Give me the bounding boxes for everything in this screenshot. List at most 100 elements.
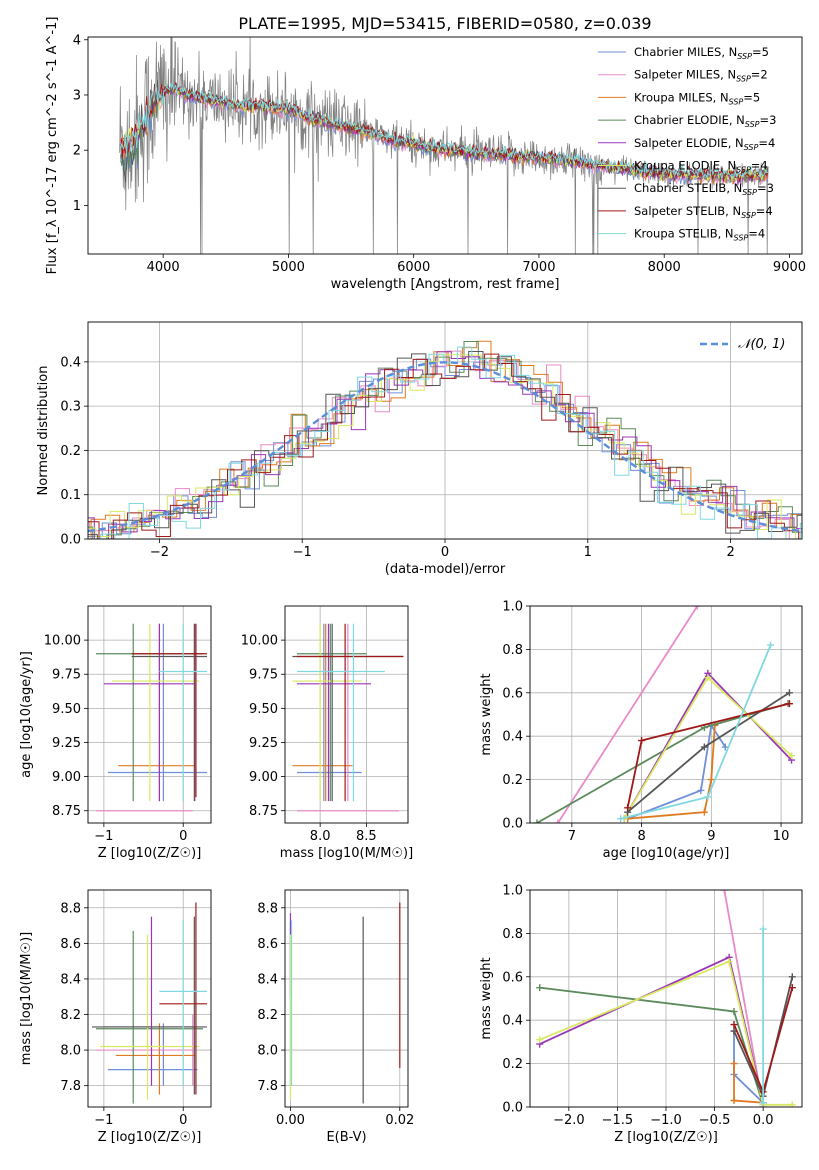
weight-line [539, 960, 793, 1106]
y-tick-label: 8.0 [257, 1044, 278, 1059]
histogram-line [88, 341, 802, 539]
y-tick-label: 9.50 [249, 702, 278, 717]
x-axis-label: Z [log10(Z/Z☉)] [98, 1130, 202, 1145]
legend-label: Salpeter ELODIE, NSSP=4 [634, 136, 775, 152]
Z-weight-plot-area [536, 890, 796, 1107]
y-tick-label: 0.3 [60, 400, 81, 415]
y-tick-label: 1.0 [502, 600, 523, 615]
y-tick-label: 8.75 [249, 804, 278, 819]
weight-marker [617, 815, 625, 823]
y-tick-label: 8.6 [257, 937, 278, 952]
y-tick-label: 7.8 [257, 1079, 278, 1094]
y-tick-label: 0.1 [60, 488, 81, 503]
x-tick-label: −1 [293, 545, 312, 560]
x-tick-label: 4000 [147, 260, 180, 275]
figure-title: PLATE=1995, MJD=53415, FIBERID=0580, z=0… [238, 14, 651, 33]
y-tick-label: 8.6 [60, 937, 81, 952]
weight-marker [788, 752, 796, 760]
y-tick-label: 9.25 [52, 736, 81, 751]
y-tick-label: 8.8 [60, 901, 81, 916]
residuals-legend: 𝒩(0, 1) [700, 337, 785, 352]
y-axis-label: age [log10(age/yr)] [19, 651, 34, 778]
y-tick-label: 7.8 [60, 1079, 81, 1094]
y-tick-label: 9.00 [249, 770, 278, 785]
normal-curve [88, 361, 802, 533]
weight-marker [730, 1060, 738, 1068]
weight-marker [536, 1036, 544, 1044]
x-tick-label: 8000 [648, 260, 681, 275]
weight-marker [704, 793, 712, 801]
weight-line [557, 606, 699, 823]
weight-line [539, 986, 764, 1106]
y-tick-label: 0.8 [502, 927, 523, 942]
weight-marker [693, 606, 701, 610]
plot-frame [87, 36, 803, 255]
y-tick-label: 0.2 [502, 773, 523, 788]
y-tick-label: 0.0 [502, 1101, 523, 1116]
histogram-line [88, 351, 802, 539]
x-tick-label: 1 [584, 545, 592, 560]
weight-line [539, 956, 764, 1103]
legend-label: Chabrier MILES, NSSP=5 [634, 45, 769, 61]
ebv-mass-panel: 0.00 0.02 7.8 8.0 8.2 8.4 8.6 8.8 E(B-V) [257, 889, 414, 1145]
weight-marker [720, 890, 728, 894]
y-tick-label: 0.0 [60, 533, 81, 548]
y-tick-label: 8.0 [60, 1044, 81, 1059]
y-axis-label: mass weight [479, 957, 494, 1039]
Z-weight-panel: −2.0 −1.5 −1.0 −0.5 0.0 0.0 0.2 0.4 0.6 0.8 1.0 Z [… [479, 884, 803, 1145]
y-tick-label: 9.25 [249, 736, 278, 751]
y-tick-label: 10.00 [241, 634, 278, 649]
histogram-line [88, 350, 802, 539]
x-tick-label: −1 [94, 829, 113, 844]
x-tick-label: 2 [726, 545, 734, 560]
x-tick-label: 7000 [522, 260, 555, 275]
spectrum-panel: 4000 5000 6000 7000 8000 9000 1 2 3 4 wavelength [… [45, 17, 806, 292]
weight-marker [700, 743, 708, 751]
y-tick-label: 9.75 [52, 668, 81, 683]
plot-frame [529, 605, 803, 824]
legend-label: Kroupa STELIB, NSSP=4 [634, 227, 765, 243]
histogram-line [88, 351, 802, 539]
x-tick-label: 0.02 [385, 1113, 414, 1128]
weight-marker [788, 1101, 796, 1107]
histogram-line [88, 346, 802, 539]
mass-age-panel: 8.0 8.5 8.75 9.00 9.25 9.50 9.75 10.00 mass [log… [241, 605, 413, 861]
y-tick-label: 8.75 [52, 804, 81, 819]
spectrum-legend: Chabrier MILES, NSSP=5 Salpeter MILES, NS… [598, 45, 776, 243]
weight-marker [697, 786, 705, 794]
x-tick-label: 10 [773, 829, 790, 844]
weight-marker [638, 737, 646, 745]
x-tick-label: 8.0 [310, 829, 331, 844]
weight-marker [767, 641, 775, 649]
weight-marker [785, 700, 793, 708]
x-tick-label: 8 [637, 829, 645, 844]
y-axis-label: mass weight [479, 673, 494, 755]
legend-label: Salpeter MILES, NSSP=2 [634, 68, 768, 84]
weight-marker [707, 776, 715, 784]
x-tick-label: 9 [707, 829, 715, 844]
Z-mass-plot-area [91, 902, 208, 1104]
x-tick-label: 0.00 [276, 1113, 305, 1128]
y-axis-label: Normed distribution [36, 366, 51, 496]
Z-mass-panel: −1 0 7.8 8.0 8.2 8.4 8.6 8.8 Z [log10(Z/Z☉)] mass… [19, 889, 212, 1145]
y-tick-label: 9.00 [52, 770, 81, 785]
weight-marker [730, 1021, 738, 1029]
y-tick-label: 9.50 [52, 702, 81, 717]
x-axis-label: wavelength [Angstrom, rest frame] [331, 277, 560, 292]
y-axis-label: mass [log10(M/M☉)] [19, 932, 34, 1065]
x-tick-label: 0 [179, 1113, 187, 1128]
weight-marker [759, 1099, 767, 1107]
x-axis-label: age [log10(age/yr)] [603, 846, 730, 861]
y-tick-label: 0.0 [502, 817, 523, 832]
histogram-line [88, 340, 802, 539]
weight-marker [785, 689, 793, 697]
x-axis-label: Z [log10(Z/Z☉)] [98, 846, 202, 861]
plot-frame [87, 889, 212, 1108]
weight-marker [554, 819, 562, 823]
plot-frame [284, 605, 409, 824]
legend-label: Kroupa ELODIE, NSSP=4 [634, 159, 768, 175]
Z-age-plot-area [95, 623, 208, 812]
y-tick-label: 0.8 [502, 643, 523, 658]
x-tick-label: 8.5 [356, 829, 377, 844]
y-tick-label: 9.75 [249, 668, 278, 683]
